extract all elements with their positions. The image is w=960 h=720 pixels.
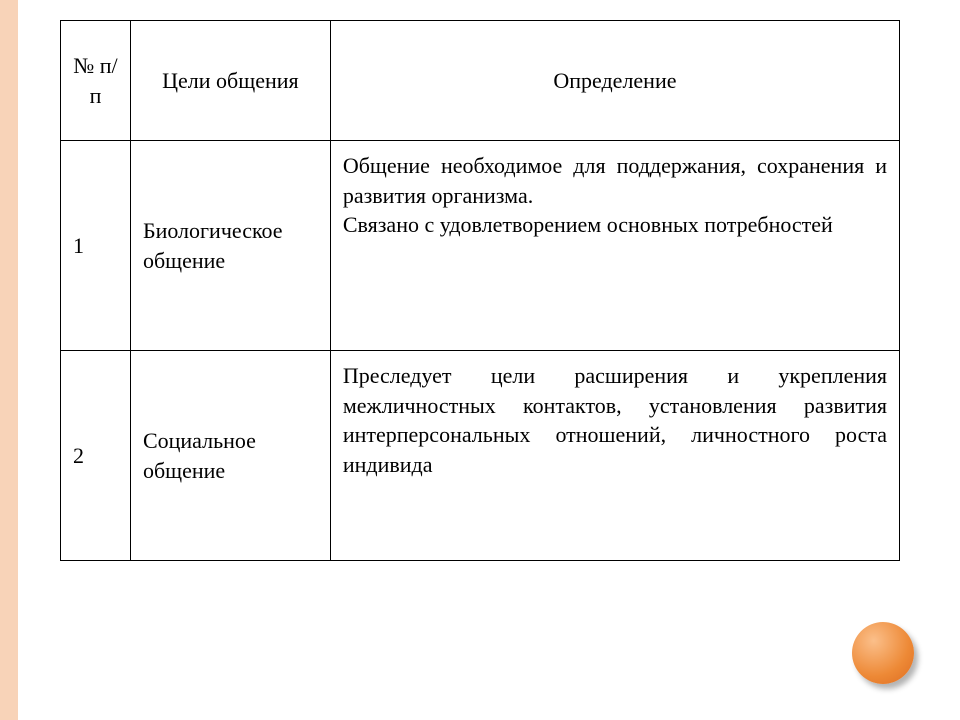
cell-num: 1 — [61, 141, 131, 351]
header-definition: Определение — [330, 21, 899, 141]
left-accent-stripe — [0, 0, 18, 720]
cell-goal: Биологическое общение — [130, 141, 330, 351]
goals-table: № п/п Цели общения Определение 1 Биологи… — [60, 20, 900, 561]
cell-definition: Общение необходимое для поддержания, сох… — [330, 141, 899, 351]
table-container: № п/п Цели общения Определение 1 Биологи… — [60, 20, 900, 561]
table-row: 2 Социальное общение Преследует цели рас… — [61, 351, 900, 561]
cell-definition: Преследует цели расширения и укрепления … — [330, 351, 899, 561]
header-num: № п/п — [61, 21, 131, 141]
table-header-row: № п/п Цели общения Определение — [61, 21, 900, 141]
header-goal: Цели общения — [130, 21, 330, 141]
cell-goal: Социальное общение — [130, 351, 330, 561]
table-row: 1 Биологическое общение Общение необходи… — [61, 141, 900, 351]
decorative-circle-icon — [852, 622, 914, 684]
cell-num: 2 — [61, 351, 131, 561]
